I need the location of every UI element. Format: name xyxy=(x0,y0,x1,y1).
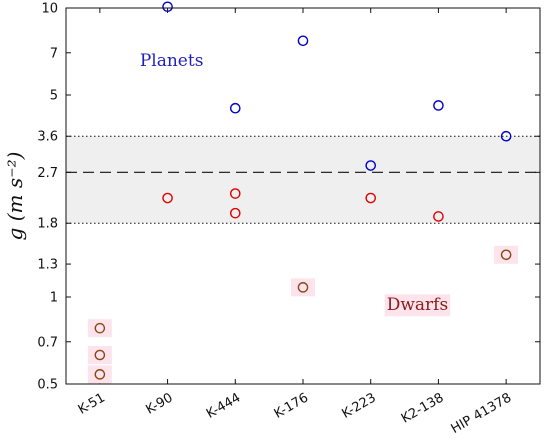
data-point xyxy=(94,322,106,334)
data-point xyxy=(500,249,512,261)
data-point xyxy=(229,207,241,219)
point-highlight xyxy=(87,345,112,364)
data-point xyxy=(162,192,173,204)
data-point xyxy=(162,1,173,13)
data-point xyxy=(365,160,377,171)
y-tick-label: 1 xyxy=(50,291,58,306)
y-tick-label: 5 xyxy=(50,88,58,103)
data-point xyxy=(297,282,309,293)
data-point xyxy=(500,130,512,142)
data-point xyxy=(229,188,241,199)
y-axis-label: g (m s⁻²) xyxy=(3,152,27,241)
data-point xyxy=(365,192,377,204)
y-tick-label: 0.7 xyxy=(37,335,58,350)
data-point xyxy=(297,35,309,47)
data-point xyxy=(433,211,444,222)
point-highlight xyxy=(87,319,112,338)
x-tick-label: K-90 xyxy=(143,390,175,417)
y-tick-label: 2.7 xyxy=(37,166,58,181)
plot-frame xyxy=(65,7,541,385)
x-tick-label: K2-138 xyxy=(399,390,447,426)
y-axis-ticks: 0.5 0.7 1 1.3 1.8 2.7 3.6 5 7 10 xyxy=(37,2,540,393)
x-tick-label: K-176 xyxy=(272,390,311,421)
x-tick-label: K-51 xyxy=(76,390,108,417)
range-band xyxy=(66,136,540,224)
y-tick-label: 10 xyxy=(41,2,58,17)
y-tick-label: 3.6 xyxy=(37,130,58,145)
planets-label: Planets xyxy=(140,51,204,71)
point-highlight xyxy=(87,365,112,384)
point-highlight xyxy=(291,278,315,297)
dwarfs-label-highlight xyxy=(384,294,451,317)
y-tick-label: 1.3 xyxy=(37,258,58,273)
data-point xyxy=(94,369,106,380)
data-point xyxy=(433,100,444,111)
x-tick-label: HIP 41378 xyxy=(449,390,514,436)
point-highlights xyxy=(87,245,519,384)
y-tick-label: 7 xyxy=(50,46,58,61)
point-highlight xyxy=(494,245,519,264)
data-point xyxy=(229,102,241,114)
data-points xyxy=(94,1,512,380)
y-tick-label: 0.5 xyxy=(37,378,58,393)
y-tick-label: 1.8 xyxy=(37,217,58,232)
x-tick-label: K-223 xyxy=(339,390,378,421)
dwarfs-label: Dwarfs xyxy=(387,295,448,315)
x-tick-label: K-444 xyxy=(204,390,243,421)
data-point xyxy=(94,349,106,361)
